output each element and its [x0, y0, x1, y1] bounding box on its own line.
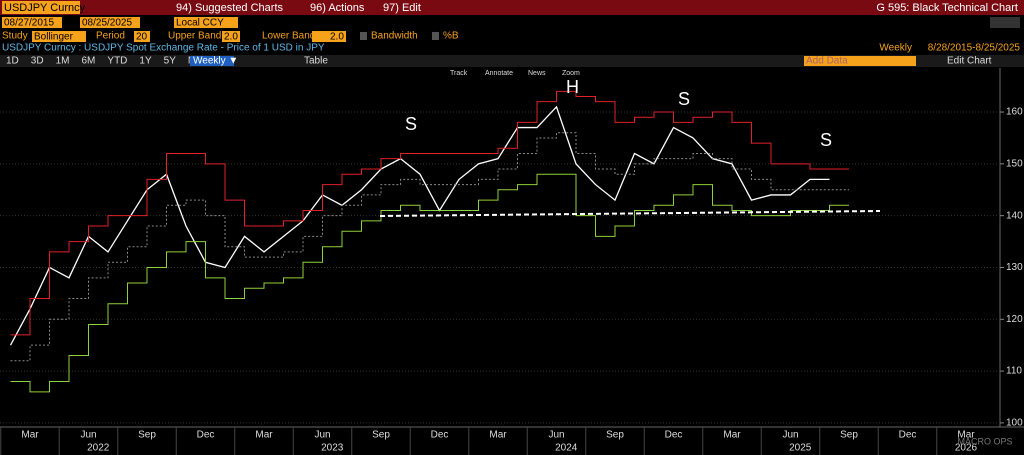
date-field[interactable] [80, 17, 140, 28]
x-tick-label: Mar [723, 430, 741, 441]
description: USDJPY Curncy : USDJPY Spot Exchange Rat… [2, 43, 325, 54]
period-button[interactable]: 3D [31, 56, 44, 67]
x-tick-label: Mar [21, 430, 39, 441]
field[interactable] [312, 31, 346, 42]
interval: Weekly ▼ [193, 56, 238, 67]
study: Bollinger [34, 32, 74, 43]
y-tick-label: 140 [1006, 210, 1023, 221]
x-year-label: 2022 [87, 443, 110, 454]
series-line [10, 90, 849, 336]
x-tick-label: Jun [314, 430, 330, 441]
period-button[interactable]: 1D [6, 56, 19, 67]
x-tick-label: Dec [197, 430, 215, 441]
chart-tool[interactable]: News [528, 70, 546, 77]
y-tick-label: 130 [1006, 262, 1023, 273]
x-tick-label: Sep [372, 430, 390, 441]
label: Bandwidth [371, 31, 418, 42]
menu-item[interactable]: 96) Actions [310, 2, 365, 14]
add-data-field[interactable] [804, 56, 916, 66]
field[interactable] [222, 31, 240, 42]
top-bar [0, 0, 1024, 15]
label: Study [2, 31, 28, 42]
frequency: Weekly [879, 43, 912, 54]
chart-tool[interactable]: Track [450, 70, 468, 77]
x-tick-label: Sep [138, 430, 156, 441]
x-tick-label: Dec [665, 430, 683, 441]
period-button[interactable]: 1M [56, 56, 70, 67]
y-tick-label: 160 [1006, 107, 1023, 118]
y-tick-label: 120 [1006, 314, 1023, 325]
add-data: Add Data [806, 56, 848, 67]
x-tick-label: Jun [782, 430, 798, 441]
x-tick-label: Dec [899, 430, 917, 441]
x-year-label: 2023 [321, 443, 344, 454]
x-tick-label: Mar [489, 430, 507, 441]
chart-tool[interactable]: Zoom [562, 70, 580, 77]
x-tick-label: Jun [548, 430, 564, 441]
y-tick-label: 150 [1006, 158, 1023, 169]
x-year-label: 2024 [555, 443, 578, 454]
date-field[interactable] [2, 17, 62, 28]
menu-item[interactable]: 94) Suggested Charts [176, 2, 284, 14]
period-button[interactable]: 5Y [164, 56, 177, 67]
watermark: MACRO OPS [957, 436, 1012, 446]
x-tick-label: Mar [957, 430, 975, 441]
period-button[interactable]: YTD [107, 56, 127, 67]
x-tick-label: Sep [606, 430, 624, 441]
series-line [10, 173, 849, 393]
tool-bar [0, 55, 1024, 67]
lower: 2.0 [330, 32, 344, 43]
checkbox[interactable] [432, 32, 439, 40]
x-year-label: 2025 [789, 443, 812, 454]
dates: 8/28/2015-8/25/2025 [928, 43, 1021, 54]
annotation: S [678, 89, 690, 109]
chart-tool[interactable]: Annotate [485, 70, 513, 77]
interval-button[interactable] [190, 56, 234, 66]
edit-chart[interactable]: Edit Chart [947, 56, 992, 67]
series-line [10, 132, 849, 362]
ticker-field[interactable] [2, 1, 80, 14]
period: 20 [136, 32, 148, 43]
ticker: USDJPY Curncy [4, 2, 86, 14]
checkbox[interactable] [360, 32, 367, 40]
label: Lower Band [262, 31, 315, 42]
x-tick-label: Dec [431, 430, 449, 441]
table-button[interactable]: Table [304, 56, 328, 67]
x-tick-label: Jun [80, 430, 96, 441]
label: Upper Band [168, 31, 221, 42]
label: Period [96, 31, 125, 42]
study-field[interactable] [32, 31, 86, 42]
annotation: H [566, 77, 579, 97]
y-tick-label: 100 [1006, 418, 1023, 429]
annotation: S [405, 114, 417, 134]
period-button[interactable]: 6M [82, 56, 96, 67]
label: %B [443, 31, 459, 42]
annotation: S [820, 130, 832, 150]
chart-name: G 595: Black Technical Chart [876, 2, 1018, 14]
y-tick-label: 110 [1006, 366, 1022, 377]
menu-item[interactable]: 97) Edit [383, 2, 421, 14]
neckline [379, 210, 881, 217]
nav-buttons[interactable] [990, 17, 1020, 28]
currency: Local CCY [176, 18, 224, 29]
x-year-label: 2026 [955, 443, 978, 454]
ccy-field[interactable] [174, 17, 238, 28]
upper: 2.0 [224, 32, 238, 43]
x-tick-label: Sep [840, 430, 858, 441]
end-date: 08/25/2025 [82, 18, 132, 29]
x-tick-label: Mar [255, 430, 273, 441]
period-button[interactable]: 1Y [139, 56, 152, 67]
series-line [9, 105, 830, 346]
field[interactable] [134, 31, 150, 42]
start-date: 08/27/2015 [4, 18, 54, 29]
